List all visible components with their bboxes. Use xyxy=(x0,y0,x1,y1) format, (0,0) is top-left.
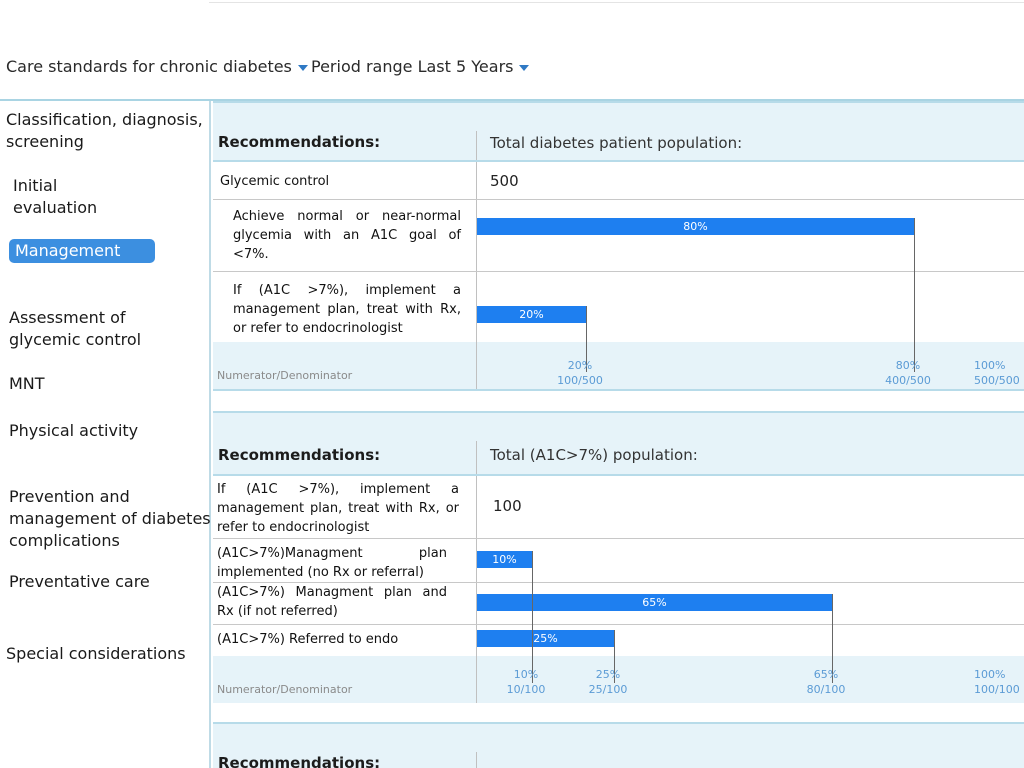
tick-percent: 80% xyxy=(895,359,921,372)
panel-bottom-border xyxy=(213,389,1024,391)
rows-area xyxy=(213,162,1024,342)
tick-ratio: 25/100 xyxy=(588,683,628,696)
bar-referred-endo: 25% xyxy=(477,630,614,647)
header-rule xyxy=(213,474,1024,476)
sidebar-item-classification[interactable]: Classification, diagnosis, screening xyxy=(6,110,203,151)
row-divider xyxy=(213,538,1024,539)
axis-tick-label: 65% 80/100 xyxy=(794,667,858,697)
population-header: Total (A1C>7%) population: xyxy=(490,446,698,464)
tick-percent: 10% xyxy=(513,668,539,681)
population-header: Total diabetes patient population: xyxy=(490,134,743,152)
panel-a1c-population: Recommendations: Total (A1C>7%) populati… xyxy=(213,411,1024,703)
recommendation-text: Achieve normal or near-normal glycemia w… xyxy=(233,209,461,262)
bar-a1c-management: 20% xyxy=(477,306,586,323)
axis-tick-label: 100% 100/100 xyxy=(974,667,1024,697)
bar-guide-line xyxy=(532,551,533,683)
bar-guide-line xyxy=(614,630,615,683)
bar-plan-implemented: 10% xyxy=(477,551,532,568)
period-range-dropdown[interactable]: Period range Last 5 Years xyxy=(311,57,530,76)
bar-guide-line xyxy=(832,594,833,683)
sidebar-item-physical-activity[interactable]: Physical activity xyxy=(9,421,139,440)
row-divider xyxy=(213,624,1024,625)
axis-tick-label: 100% 500/500 xyxy=(974,358,1024,388)
sidebar-item-mnt[interactable]: MNT xyxy=(9,374,45,393)
bar-label: 65% xyxy=(642,596,667,609)
bar-label: 10% xyxy=(492,553,517,566)
group-label: If (A1C >7%), implement a management pla… xyxy=(217,482,459,535)
panel-glycemic-control: Recommendations: Total diabetes patient … xyxy=(213,101,1024,391)
tick-ratio: 80/100 xyxy=(806,683,846,696)
bar-a1c-goal: 80% xyxy=(477,218,914,235)
axis-tick-label: 80% 400/500 xyxy=(876,358,940,388)
care-standard-dropdown[interactable]: Care standards for chronic diabetes xyxy=(6,57,308,76)
recommendations-header: Recommendations: xyxy=(218,133,381,151)
chevron-down-icon xyxy=(297,64,308,71)
chevron-down-icon xyxy=(519,64,530,71)
numerator-denominator-label: Numerator/Denominator xyxy=(217,683,353,696)
group-label: Glycemic control xyxy=(220,174,330,189)
sidebar: Classification, diagnosis, screening Ini… xyxy=(0,101,211,768)
row-divider xyxy=(213,199,1024,200)
tick-ratio: 100/500 xyxy=(557,374,603,387)
panel-next-recommendations: Recommendations: xyxy=(213,722,1024,768)
recommendations-header: Recommendations: xyxy=(218,446,381,464)
tick-ratio: 10/100 xyxy=(506,683,546,696)
sidebar-item-preventative-care[interactable]: Preventative care xyxy=(9,572,150,591)
panel-top-border xyxy=(213,722,1024,724)
axis-tick-label: 20% 100/500 xyxy=(548,358,612,388)
sidebar-item-initial-evaluation[interactable]: Initial evaluation xyxy=(13,176,98,217)
bar-label: 25% xyxy=(533,632,558,645)
header-divider xyxy=(0,99,1024,101)
tick-percent: 20% xyxy=(567,359,593,372)
care-standard-label: Care standards for chronic diabetes xyxy=(6,57,292,76)
row-divider xyxy=(213,271,1024,272)
recommendation-text: (A1C>7%)Managment plan implemented (no R… xyxy=(217,546,447,580)
tick-ratio: 500/500 xyxy=(974,374,1020,387)
sidebar-item-management[interactable]: Management xyxy=(9,239,155,263)
bar-label: 80% xyxy=(683,220,708,233)
recommendation-text: (A1C>7%) Referred to endo xyxy=(217,632,399,647)
sidebar-item-special-considerations[interactable]: Special considerations xyxy=(6,644,186,663)
period-range-label: Period range Last 5 Years xyxy=(311,57,514,76)
sidebar-item-prevention-complications[interactable]: Prevention and management of diabetes co… xyxy=(9,487,211,550)
tick-ratio: 100/100 xyxy=(974,683,1020,696)
bar-plan-rx: 65% xyxy=(477,594,832,611)
numerator-denominator-label: Numerator/Denominator xyxy=(217,369,353,382)
column-divider xyxy=(476,476,477,656)
bar-label: 20% xyxy=(519,308,544,321)
recommendations-header: Recommendations: xyxy=(218,754,381,768)
sidebar-item-glycemic-assessment[interactable]: Assessment of glycemic control xyxy=(9,308,142,349)
top-divider xyxy=(209,0,1024,3)
axis-tick-label: 25% 25/100 xyxy=(576,667,640,697)
population-count: 100 xyxy=(493,497,522,515)
column-divider xyxy=(476,752,477,768)
recommendation-text: If (A1C >7%), implement a management pla… xyxy=(233,283,461,336)
tick-percent: 25% xyxy=(595,668,621,681)
recommendation-text: (A1C>7%) Managment plan and Rx (if not r… xyxy=(217,585,447,619)
tick-ratio: 400/500 xyxy=(885,374,931,387)
bar-guide-line xyxy=(586,306,587,372)
tick-percent: 100% xyxy=(974,359,1006,372)
bar-guide-line xyxy=(914,218,915,372)
tick-percent: 65% xyxy=(813,668,839,681)
rows-area xyxy=(213,476,1024,656)
header-rule xyxy=(213,160,1024,162)
panel-top-border xyxy=(213,411,1024,413)
axis-tick-label: 10% 10/100 xyxy=(494,667,558,697)
panel-top-border xyxy=(213,101,1024,103)
population-count: 500 xyxy=(490,172,519,190)
row-divider xyxy=(213,582,1024,583)
tick-percent: 100% xyxy=(974,668,1006,681)
column-divider xyxy=(476,162,477,342)
